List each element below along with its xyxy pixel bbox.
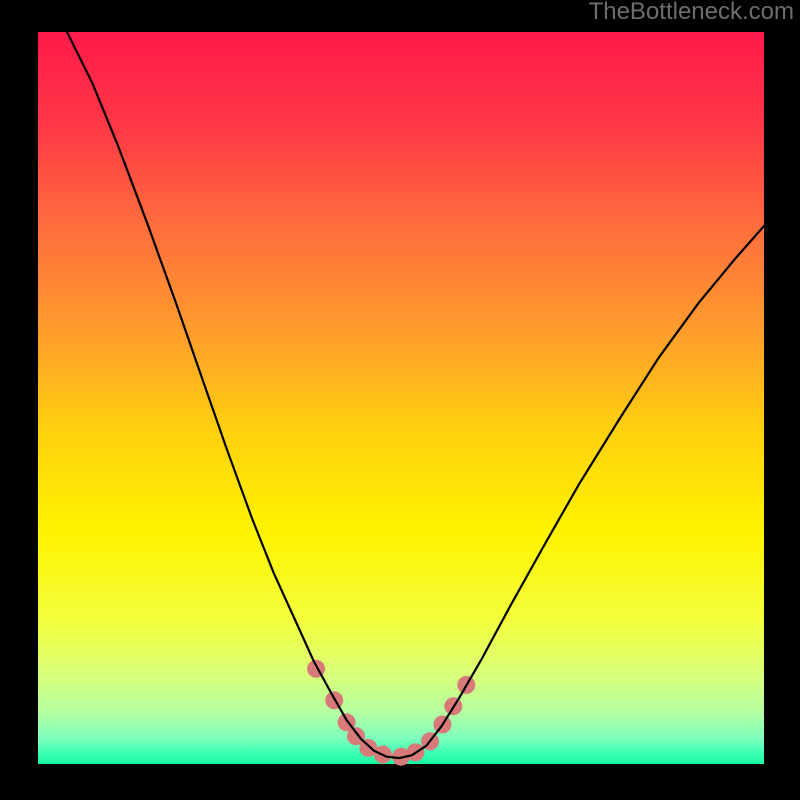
watermark-text: TheBottleneck.com (589, 0, 794, 26)
plot-area (38, 32, 764, 764)
chart-stage: TheBottleneck.com (0, 0, 800, 800)
curve-layer (38, 32, 764, 764)
main-curve (67, 32, 764, 758)
